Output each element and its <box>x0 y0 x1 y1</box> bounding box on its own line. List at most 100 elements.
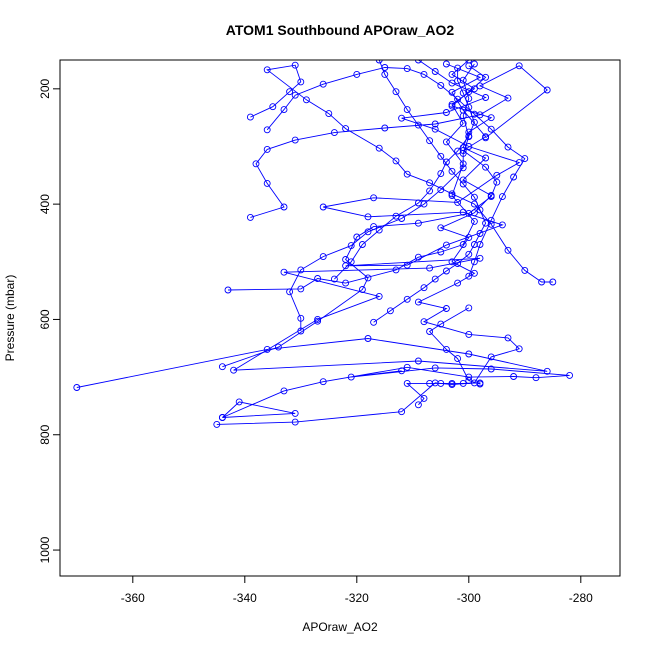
data-point <box>414 199 422 207</box>
data-point <box>482 219 490 227</box>
data-point <box>476 82 484 90</box>
data-point <box>470 241 478 248</box>
data-point <box>319 253 327 261</box>
series-line <box>289 63 475 331</box>
data-point <box>364 228 372 236</box>
data-point <box>470 60 478 68</box>
data-point <box>297 285 305 293</box>
data-point <box>431 68 439 75</box>
data-point <box>482 134 490 142</box>
series-11 <box>330 64 478 283</box>
data-point <box>364 274 372 282</box>
y-tick-label: 200 <box>38 78 52 98</box>
data-point <box>437 248 445 256</box>
data-point <box>454 77 462 85</box>
data-point <box>470 118 478 126</box>
data-point <box>504 94 512 102</box>
x-tick-label: -280 <box>569 591 593 605</box>
data-point <box>459 164 467 172</box>
data-point <box>442 138 450 146</box>
data-point <box>314 275 322 282</box>
data-point <box>420 70 428 78</box>
series-2 <box>213 62 523 428</box>
data-point <box>437 170 445 178</box>
data-point <box>437 186 445 194</box>
data-point <box>342 125 350 133</box>
data-point <box>448 70 456 78</box>
data-point <box>426 137 434 145</box>
data-point <box>482 154 490 162</box>
data-point <box>297 78 305 86</box>
data-point <box>235 398 243 406</box>
data-point <box>454 260 462 267</box>
data-point <box>420 318 428 326</box>
series-6 <box>218 60 501 371</box>
data-point <box>347 242 355 250</box>
data-point <box>470 85 478 93</box>
series-4 <box>403 304 484 409</box>
data-point <box>246 213 254 221</box>
data-point <box>426 187 434 195</box>
series-9 <box>286 60 478 335</box>
data-point <box>252 160 260 168</box>
data-point <box>504 246 512 254</box>
x-tick-label: -320 <box>345 591 369 605</box>
data-point <box>442 109 450 116</box>
data-point <box>375 144 383 152</box>
series-line <box>222 366 570 418</box>
data-point <box>426 264 434 272</box>
data-point <box>476 230 484 237</box>
data-point <box>470 193 478 201</box>
series-layer <box>73 60 574 428</box>
data-point <box>224 286 232 294</box>
data-point <box>392 88 400 96</box>
data-point <box>459 112 467 120</box>
chart-title: ATOM1 Southbound APOraw_AO2 <box>226 22 455 38</box>
data-point <box>291 91 299 99</box>
data-point <box>442 267 450 275</box>
data-point <box>414 253 422 261</box>
data-point <box>465 304 473 312</box>
data-point <box>319 80 327 88</box>
data-point <box>504 143 512 151</box>
data-point <box>347 258 355 266</box>
data-point <box>515 345 523 353</box>
data-point <box>353 70 361 78</box>
data-point <box>515 62 523 70</box>
data-point <box>342 256 350 263</box>
data-point <box>330 275 338 283</box>
data-point <box>470 269 478 277</box>
data-point <box>364 213 372 221</box>
data-point <box>291 409 299 417</box>
data-point <box>532 374 540 382</box>
data-point <box>386 307 394 315</box>
series-3 <box>218 363 574 421</box>
data-point <box>431 120 439 128</box>
data-point <box>297 327 305 335</box>
data-point <box>442 158 450 166</box>
data-point <box>398 408 406 416</box>
data-point <box>521 266 529 274</box>
data-point <box>213 420 221 428</box>
x-tick-label: -360 <box>121 591 145 605</box>
y-tick-label: 600 <box>38 309 52 329</box>
data-point <box>476 206 484 214</box>
series-line <box>250 65 548 218</box>
data-point <box>353 233 361 241</box>
data-point <box>437 81 445 89</box>
data-point <box>392 212 400 220</box>
data-point <box>493 171 501 179</box>
data-point <box>454 147 462 155</box>
data-point <box>263 66 271 74</box>
data-point <box>286 88 294 96</box>
data-point <box>454 95 462 103</box>
data-point <box>375 60 383 64</box>
data-point <box>414 357 422 365</box>
data-point <box>280 203 288 211</box>
data-point <box>487 193 495 201</box>
data-point <box>291 136 299 144</box>
data-point <box>403 106 411 114</box>
series-12 <box>370 60 490 326</box>
data-point <box>437 224 445 232</box>
data-point <box>442 241 450 249</box>
